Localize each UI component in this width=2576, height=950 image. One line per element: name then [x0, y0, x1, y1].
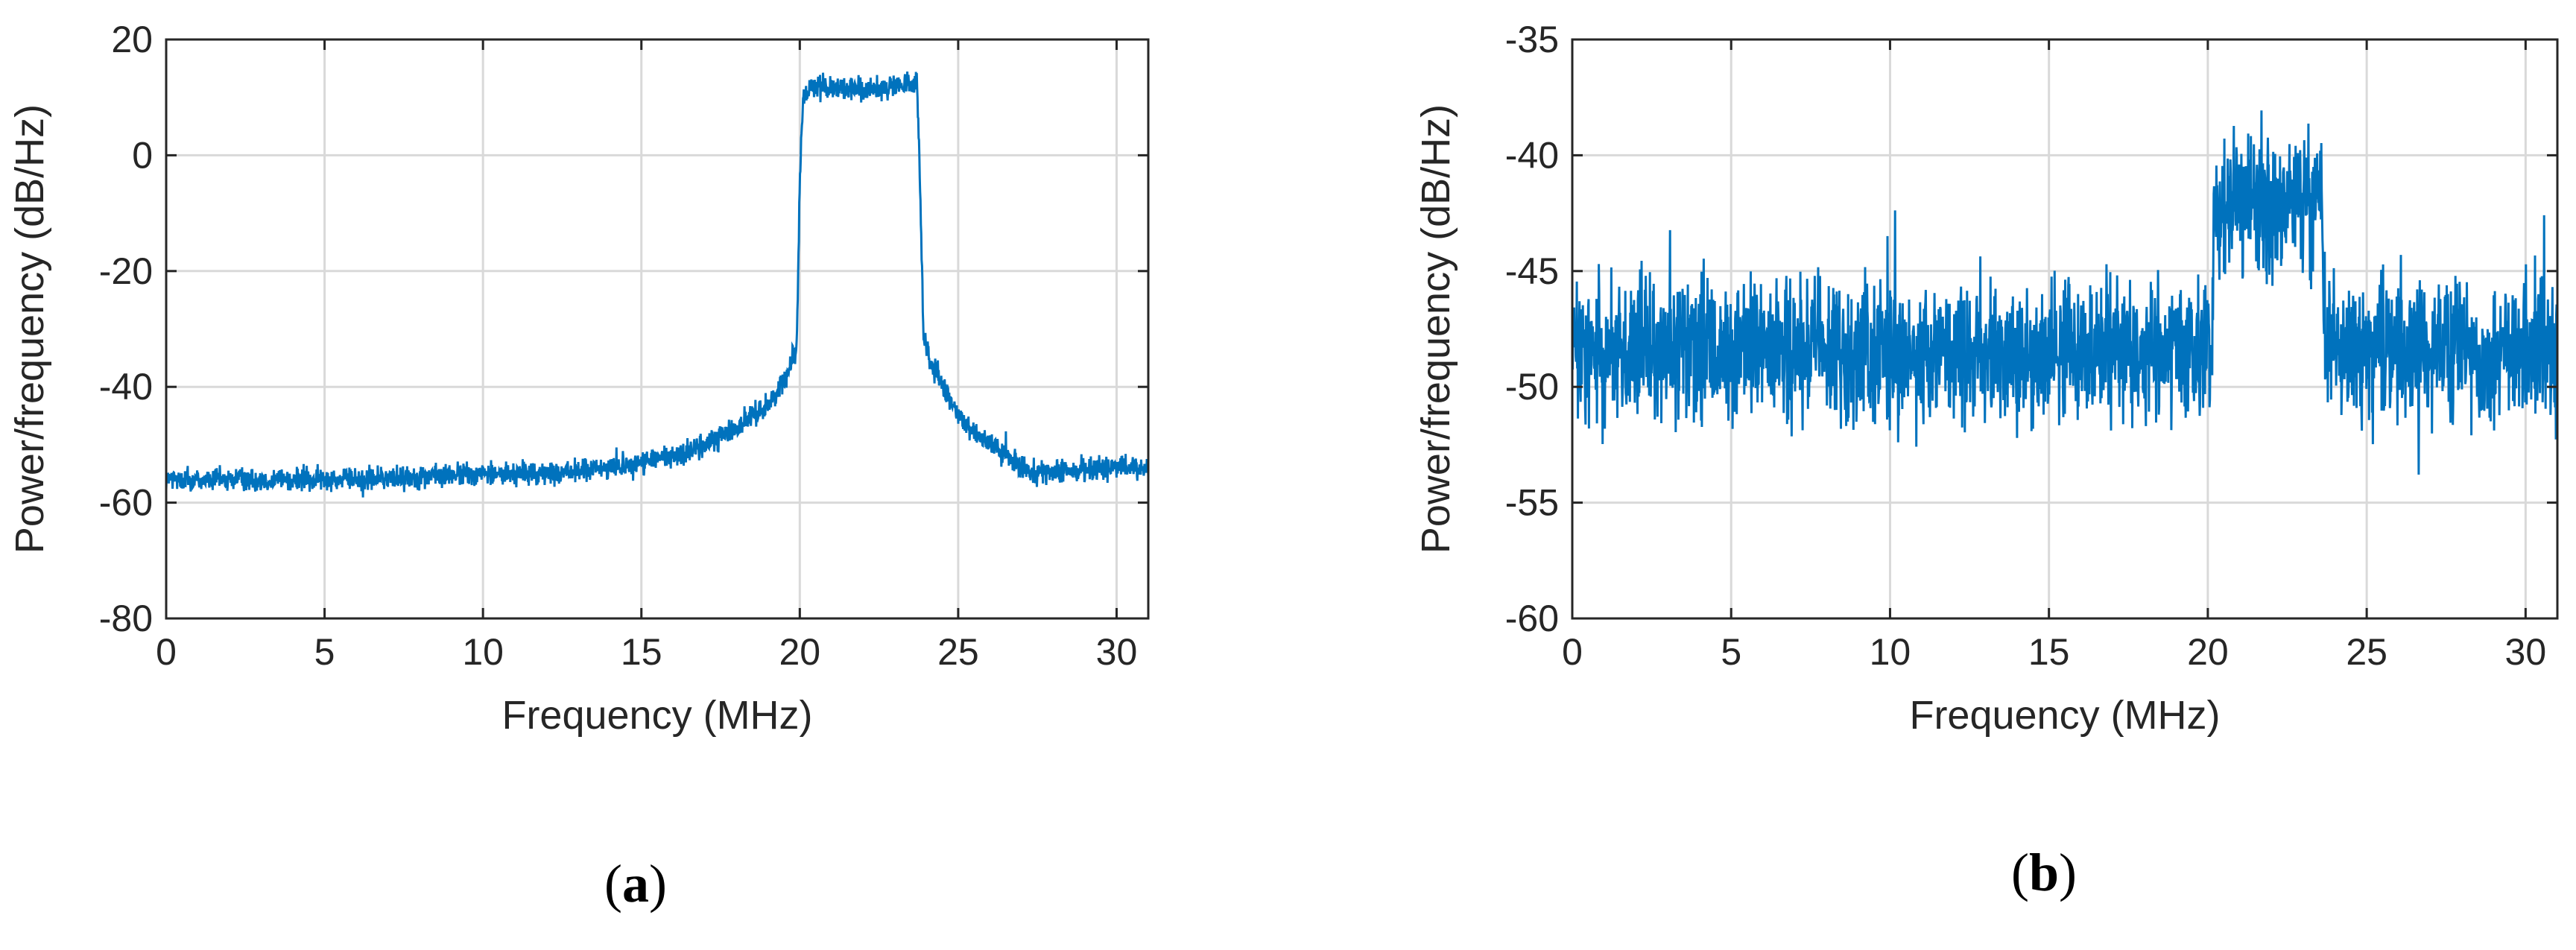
- series-line-0: [166, 72, 1148, 498]
- x-tick-label: 30: [1096, 631, 1138, 673]
- x-tick-label: 10: [1870, 631, 1911, 673]
- y-tick-label: -20: [99, 250, 153, 292]
- y-tick-label: 0: [132, 134, 153, 176]
- series-line-1: [1572, 110, 2557, 475]
- y-tick-label: -35: [1505, 19, 1559, 60]
- y-tick-label: -40: [99, 366, 153, 408]
- x-tick-label: 0: [156, 631, 177, 673]
- panel-label-open-paren: (: [2011, 843, 2029, 902]
- x-tick-label: 20: [779, 631, 821, 673]
- x-tick-label: 0: [1562, 631, 1583, 673]
- y-tick-label: -55: [1505, 482, 1559, 524]
- chart-a: 0 5 10 15 20 25 30 -80 -60 -40 -20 0 20 Frequency (MH…: [7, 19, 1150, 913]
- panel-label-letter: a: [622, 854, 649, 913]
- x-tick-label: 30: [2505, 631, 2547, 673]
- axis-box: [165, 38, 1150, 620]
- y-tick-label: -45: [1505, 250, 1559, 292]
- x-tick-label: 5: [1721, 631, 1741, 673]
- x-tick-label: 25: [2346, 631, 2387, 673]
- y-tick-label: -40: [1505, 134, 1559, 176]
- y-axis-label: Power/frequency (dB/Hz): [1414, 104, 1458, 554]
- panel-label-close-paren: ): [649, 854, 667, 913]
- x-tick-label: 20: [2187, 631, 2229, 673]
- y-tick-label: -80: [99, 598, 153, 639]
- y-tick-label: -60: [99, 482, 153, 524]
- panel-label: (a): [604, 854, 667, 913]
- y-tick-label: -60: [1505, 598, 1559, 639]
- x-tick-label: 25: [937, 631, 979, 673]
- y-tick-label: 20: [111, 19, 153, 60]
- chart-b: 0 5 10 15 20 25 30 -60 -55 -50 -45 -40 -35 Frequency …: [1414, 19, 2559, 902]
- x-tick-label: 15: [621, 631, 662, 673]
- panel-label-open-paren: (: [604, 854, 622, 913]
- panel-label-close-paren: ): [2059, 843, 2077, 902]
- x-tick-label: 15: [2028, 631, 2070, 673]
- panel-label-letter: b: [2029, 843, 2059, 902]
- y-tick-label: -50: [1505, 366, 1559, 408]
- x-axis-label: Frequency (MHz): [501, 693, 812, 738]
- axis-box: [1571, 38, 2559, 620]
- x-axis-label: Frequency (MHz): [1909, 693, 2220, 738]
- x-tick-label: 5: [314, 631, 335, 673]
- x-tick-label: 10: [462, 631, 504, 673]
- y-axis-label: Power/frequency (dB/Hz): [7, 104, 52, 554]
- panel-label: (b): [2011, 843, 2077, 902]
